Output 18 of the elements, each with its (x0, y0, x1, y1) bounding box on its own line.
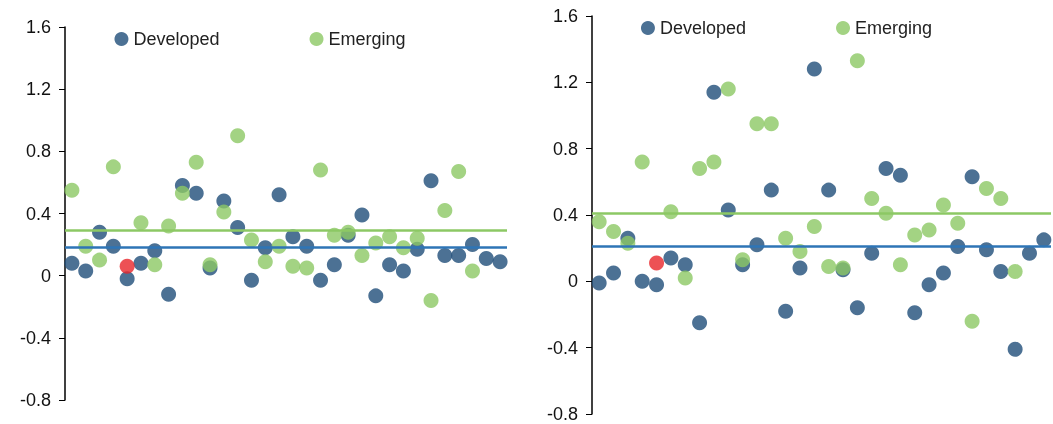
y-tick-label: 0.4 (25, 203, 51, 224)
y-tick-label: 0.4 (552, 205, 578, 225)
y-tick-label: -0.8 (546, 404, 578, 424)
legend-label: Emerging (328, 29, 406, 49)
y-tick-label: -0.4 (546, 337, 578, 358)
y-tick-label: 1.6 (552, 6, 578, 26)
y-tick-label: 1.2 (25, 79, 51, 100)
y-tick-label: 0 (40, 265, 51, 286)
y-tick-label: 0 (567, 271, 578, 292)
y-tick-label: -0.8 (19, 390, 51, 410)
y-tick-label: 1.6 (25, 17, 51, 37)
y-tick-label: 0.8 (25, 141, 51, 162)
y-tick-label: 1.2 (552, 72, 578, 93)
y-tick-label: -0.4 (19, 327, 51, 348)
legend-label: Emerging (855, 18, 933, 38)
legend-label: Developed (659, 18, 747, 38)
y-tick-label: 0.8 (552, 138, 578, 159)
legend-label: Developed (133, 29, 220, 49)
